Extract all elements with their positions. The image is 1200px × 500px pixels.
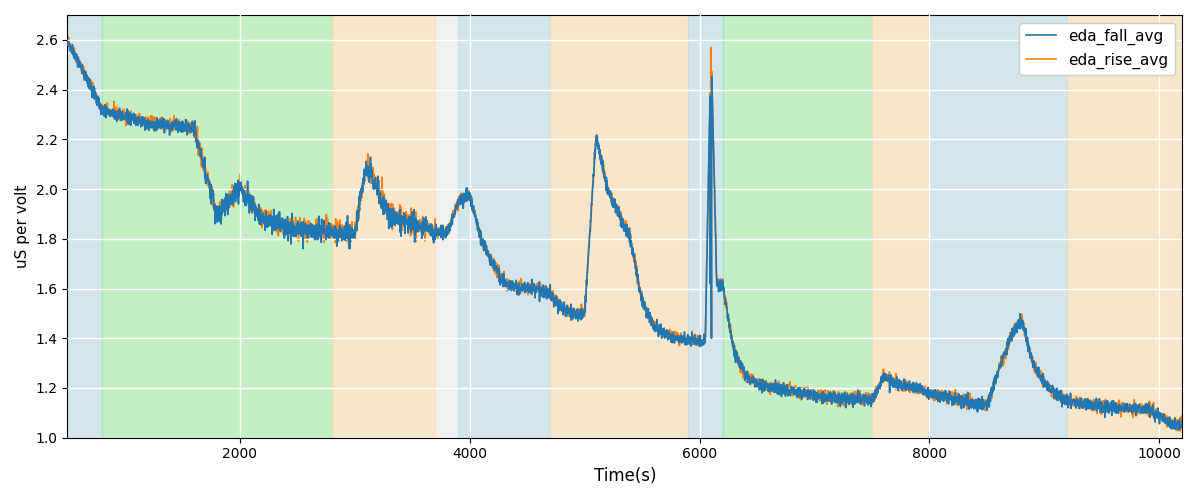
- eda_fall_avg: [977, 402, 991, 408]
- eda_fall_avg: [1175, 422, 1189, 428]
- Bar: [1067, 15, 1182, 438]
- eda_rise_avg: [263, 220, 277, 226]
- Bar: [102, 15, 331, 438]
- eda_rise_avg: [786, 386, 800, 392]
- eda_fall_avg: [728, 348, 743, 354]
- eda_rise_avg: [1175, 425, 1189, 431]
- eda_rise_avg: [730, 353, 744, 359]
- Bar: [929, 15, 1067, 438]
- X-axis label: Time(s): Time(s): [594, 467, 656, 485]
- eda_fall_avg: [263, 216, 277, 222]
- Bar: [331, 15, 436, 438]
- Bar: [67, 15, 102, 438]
- eda_rise_avg: [977, 404, 991, 410]
- Bar: [550, 15, 688, 438]
- Bar: [722, 15, 872, 438]
- Bar: [458, 15, 550, 438]
- eda_fall_avg: [1170, 427, 1184, 433]
- eda_rise_avg: [893, 384, 907, 390]
- Legend: eda_fall_avg, eda_rise_avg: eda_fall_avg, eda_rise_avg: [1020, 22, 1175, 75]
- Line: eda_rise_avg: eda_rise_avg: [67, 36, 1182, 431]
- Bar: [688, 15, 722, 438]
- eda_rise_avg: [61, 34, 76, 40]
- eda_fall_avg: [892, 376, 906, 382]
- eda_fall_avg: [785, 387, 799, 393]
- eda_fall_avg: [486, 260, 500, 266]
- eda_rise_avg: [1174, 428, 1188, 434]
- Bar: [872, 15, 929, 438]
- eda_rise_avg: [486, 256, 500, 262]
- eda_fall_avg: [60, 38, 74, 44]
- Y-axis label: uS per volt: uS per volt: [16, 184, 30, 268]
- Line: eda_fall_avg: eda_fall_avg: [67, 42, 1182, 430]
- eda_rise_avg: [60, 36, 74, 42]
